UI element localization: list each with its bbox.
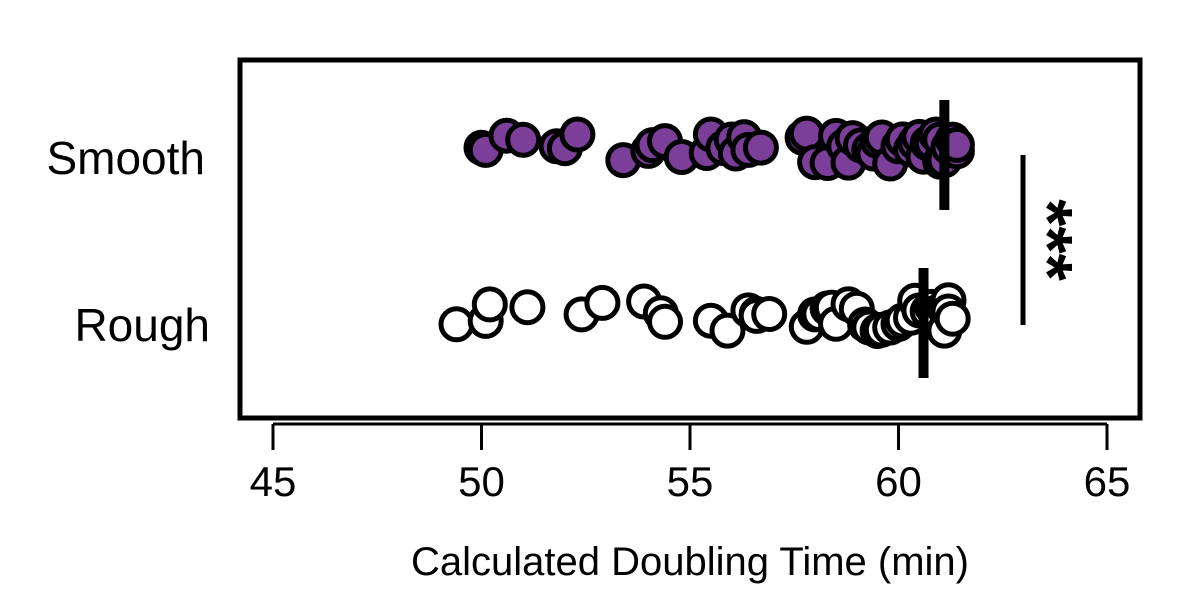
category-label-rough: Rough xyxy=(74,299,210,351)
x-tick-label-60: 60 xyxy=(875,458,922,505)
data-points xyxy=(438,115,975,349)
category-labels: Smooth Rough xyxy=(46,132,210,351)
point-rough-0 xyxy=(438,306,475,343)
point-rough-5 xyxy=(584,284,621,321)
point-rough-8 xyxy=(647,303,683,340)
x-tick-label-50: 50 xyxy=(458,458,505,505)
significance-annotation: *** xyxy=(1009,155,1087,325)
x-tick-label-55: 55 xyxy=(667,458,714,505)
point-rough-2 xyxy=(471,286,508,323)
x-tick-label-65: 65 xyxy=(1084,458,1131,505)
median-lines xyxy=(918,100,950,378)
point-rough-10 xyxy=(709,312,746,349)
category-label-smooth: Smooth xyxy=(46,132,205,184)
x-axis: 45 50 55 60 65 xyxy=(250,422,1131,505)
significance-label: *** xyxy=(1009,199,1087,281)
point-rough-42 xyxy=(934,300,971,337)
x-axis-title: Calculated Doubling Time (min) xyxy=(411,540,969,584)
point-smooth-3 xyxy=(505,121,542,158)
plot-frame xyxy=(237,57,1143,421)
x-tick-label-45: 45 xyxy=(250,458,297,505)
point-smooth-19 xyxy=(742,129,779,166)
point-smooth-6 xyxy=(559,116,596,153)
point-rough-14 xyxy=(751,296,788,332)
point-rough-3 xyxy=(509,289,546,326)
